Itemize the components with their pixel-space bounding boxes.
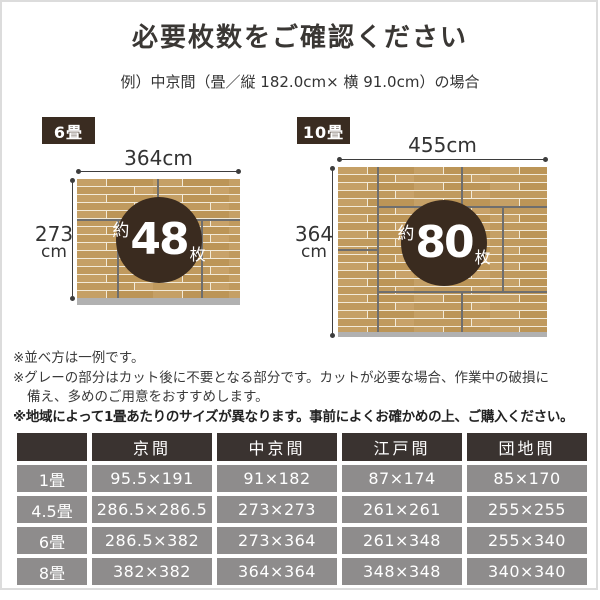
tatami-size-table: 京間 中京間 江戸間 団地間 1畳 95.5×191 91×182 87×174… — [17, 433, 587, 585]
tatami-grid-line — [201, 219, 203, 298]
table-cell: 382×382 — [92, 558, 212, 585]
table-cell: 91×182 — [217, 465, 337, 492]
cut-off-strip — [77, 298, 240, 305]
note-line: ※並べ方は一例です。 — [13, 350, 145, 366]
table-header-danchima: 団地間 — [467, 433, 587, 461]
approx-label: 約 — [397, 223, 415, 244]
table-corner-cell — [17, 433, 87, 461]
tatami-grid-line — [117, 219, 119, 298]
table-header-chukyoma: 中京間 — [217, 433, 337, 461]
tatami-grid-line — [502, 208, 504, 291]
table-cell: 273×273 — [217, 496, 337, 523]
height-label-6jo: 273 cm — [34, 224, 74, 261]
table-cell: 255×340 — [467, 527, 587, 554]
piece-count-badge-10jo: 約 80 枚 — [397, 200, 491, 286]
page-title: 必要枚数をご確認ください — [131, 23, 468, 53]
note-line: ※グレーの部分はカット後に不要となる部分です。カットが必要な場合、作業中の破損に — [13, 369, 550, 386]
table-cell: 348×348 — [342, 558, 462, 585]
table-cell: 95.5×191 — [92, 465, 212, 492]
table-cell: 85×170 — [467, 465, 587, 492]
width-arrow-6jo — [76, 169, 241, 174]
table-header-kyoma: 京間 — [92, 433, 212, 461]
example-subtitle: 例）中京間（畳／縦 182.0cm× 横 91.0cm）の場合 — [120, 73, 480, 91]
note-line-warning: ※地域によって1畳あたりのサイズが異なります。事前によくお確かめの上、ご購入くだ… — [13, 408, 574, 425]
table-row-label: 6畳 — [17, 527, 87, 554]
height-unit-6jo: cm — [41, 242, 67, 262]
badge-6jo: 6畳 — [42, 117, 95, 144]
notes-block: ※並べ方は一例です。 ※グレーの部分はカット後に不要となる部分です。カットが必要… — [13, 349, 591, 427]
height-arrow-6jo — [70, 178, 75, 301]
width-arrow-10jo — [337, 157, 548, 162]
table-cell: 364×364 — [217, 558, 337, 585]
width-label-6jo: 364cm — [124, 146, 193, 170]
table-cell: 87×174 — [342, 465, 462, 492]
table-cell: 286.5×286.5 — [92, 496, 212, 523]
tatami-grid-line — [338, 249, 377, 251]
tatami-grid-line — [377, 167, 379, 332]
tatami-grid-line — [377, 291, 547, 293]
height-value-6jo: 273 — [34, 222, 74, 246]
table-row-label: 8畳 — [17, 558, 87, 585]
cut-off-strip — [338, 332, 547, 337]
table-cell: 261×261 — [342, 496, 462, 523]
table-row-label: 4.5畳 — [17, 496, 87, 523]
height-arrow-10jo — [330, 166, 335, 338]
approx-label: 約 — [112, 220, 130, 241]
piece-count-badge-6jo: 約 48 枚 — [112, 197, 206, 283]
height-value-10jo: 364 — [294, 222, 334, 246]
height-unit-10jo: cm — [301, 242, 327, 262]
tatami-grid-line — [461, 293, 463, 332]
note-line-continuation: 備え、多めのご用意をおすすめします。 — [27, 389, 269, 405]
width-label-10jo: 455cm — [408, 133, 477, 157]
badge-10jo: 10畳 — [297, 117, 350, 144]
table-cell: 286.5×382 — [92, 527, 212, 554]
table-cell: 273×364 — [217, 527, 337, 554]
table-cell: 340×340 — [467, 558, 587, 585]
height-label-10jo: 364 cm — [294, 224, 334, 261]
pieces-unit-label: 枚 — [474, 248, 491, 267]
table-header-edoma: 江戸間 — [342, 433, 462, 461]
piece-count-6jo: 48 — [130, 214, 189, 265]
table-cell: 255×255 — [467, 496, 587, 523]
tatami-grid-line — [461, 167, 463, 206]
pieces-unit-label: 枚 — [189, 245, 206, 264]
table-row-label: 1畳 — [17, 465, 87, 492]
table-cell: 261×348 — [342, 527, 462, 554]
piece-count-10jo: 80 — [415, 217, 474, 268]
